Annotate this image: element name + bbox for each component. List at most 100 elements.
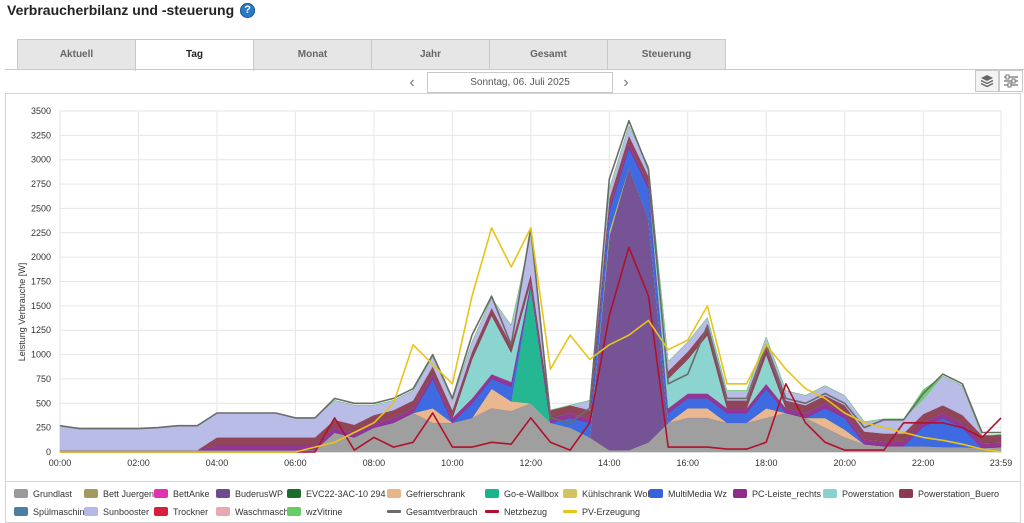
legend-item[interactable]: BuderusWP <box>216 488 283 500</box>
tab-aktuell[interactable]: Aktuell <box>17 39 136 69</box>
date-navigator: ‹ Sonntag, 06. Juli 2025 › <box>405 72 633 93</box>
tab-tag[interactable]: Tag <box>135 39 254 71</box>
legend-label: wzVitrine <box>306 507 343 517</box>
legend-label: MultiMedia Wz <box>668 489 728 499</box>
y-tick-label: 2250 <box>31 228 51 238</box>
legend-item[interactable]: MultiMedia Wz <box>649 488 727 500</box>
y-tick-label: 250 <box>36 423 51 433</box>
legend-swatch <box>154 489 168 498</box>
y-tick-label: 2000 <box>31 252 51 262</box>
x-tick-label: 08:00 <box>363 458 386 468</box>
legend-swatch <box>649 489 663 498</box>
legend-item[interactable]: Netzbezug <box>485 506 547 518</box>
chevron-right-icon[interactable]: › <box>623 73 629 91</box>
y-tick-label: 1500 <box>31 301 51 311</box>
area-series-16[interactable] <box>59 124 1002 436</box>
legend-swatch <box>154 507 168 516</box>
y-tick-label: 1250 <box>31 325 51 335</box>
chart-legend: Grundlast Bett Juergen BettAnke BuderusWP EV… <box>5 482 1021 523</box>
legend-swatch <box>14 507 28 516</box>
line-series-19[interactable] <box>60 227 1002 453</box>
page-title: Verbraucherbilanz und -steuerung <box>7 2 235 18</box>
legend-label: Waschmaschine <box>235 507 301 517</box>
legend-item[interactable]: Spülmaschine <box>14 506 90 518</box>
legend-label: Gefrierschrank <box>406 489 466 499</box>
legend-label: BettAnke <box>173 489 210 499</box>
x-tick-label: 20:00 <box>833 458 856 468</box>
x-tick-label: 06:00 <box>284 458 307 468</box>
sliders-icon <box>1004 74 1018 88</box>
x-tick-label: 12:00 <box>520 458 543 468</box>
legend-label: PV-Erzeugung <box>582 507 641 517</box>
legend-item[interactable]: Powerstation_Buero <box>899 488 999 500</box>
legend-swatch <box>287 507 301 516</box>
legend-swatch <box>563 489 577 498</box>
stacked-view-button[interactable] <box>975 70 999 92</box>
legend-item[interactable]: PV-Erzeugung <box>563 506 640 518</box>
legend-item[interactable]: Trockner <box>154 506 208 518</box>
legend-swatch <box>899 489 913 498</box>
y-axis: 0 250 500 750 1000 1250 1500 1750 2000 2250 2500 27… <box>31 106 51 457</box>
legend-label: Kühlschrank Wohnz <box>582 489 662 499</box>
settings-view-button[interactable] <box>999 70 1023 92</box>
legend-item[interactable]: Gefrierschrank <box>387 488 465 500</box>
y-tick-label: 1750 <box>31 277 51 287</box>
legend-item[interactable]: wzVitrine <box>287 506 342 518</box>
legend-label: Gesamtverbrauch <box>406 507 478 517</box>
y-tick-label: 1000 <box>31 350 51 360</box>
x-tick-label: 16:00 <box>677 458 700 468</box>
legend-label: Powerstation <box>842 489 895 499</box>
chevron-left-icon[interactable]: ‹ <box>409 73 415 91</box>
x-tick-label: 04:00 <box>206 458 229 468</box>
legend-item[interactable]: EVC22-3AC-10 294 <box>287 488 386 500</box>
tab-steuerung[interactable]: Steuerung <box>607 39 726 69</box>
legend-label: Powerstation_Buero <box>918 489 1000 499</box>
legend-label: Bett Juergen <box>103 489 155 499</box>
y-tick-label: 500 <box>36 398 51 408</box>
legend-item[interactable]: Waschmaschine <box>216 506 301 518</box>
series-lines <box>59 119 1002 453</box>
legend-item[interactable]: BettAnke <box>154 488 210 500</box>
tab-monat[interactable]: Monat <box>253 39 372 69</box>
legend-item[interactable]: Gesamtverbrauch <box>387 506 478 518</box>
help-icon[interactable]: ? <box>240 2 256 18</box>
legend-label: Sunbooster <box>103 507 150 517</box>
chart-frame: 0 250 500 750 1000 1250 1500 1750 2000 2250 2500 27… <box>5 93 1021 482</box>
legend-swatch <box>387 510 401 513</box>
legend-label: Trockner <box>173 507 209 517</box>
tab-gesamt[interactable]: Gesamt <box>489 39 608 69</box>
legend-item[interactable]: PC-Leiste_rechts <box>733 488 821 500</box>
page-header: Verbraucherbilanz und -steuerung ? <box>7 0 256 20</box>
legend-item[interactable]: Sunbooster <box>84 506 149 518</box>
legend-label: EVC22-3AC-10 294 <box>306 489 386 499</box>
tab-jahr[interactable]: Jahr <box>371 39 490 69</box>
legend-swatch <box>485 489 499 498</box>
legend-item[interactable]: Powerstation <box>823 488 894 500</box>
area-chart[interactable]: 0 250 500 750 1000 1250 1500 1750 2000 2250 2500 27… <box>6 94 1020 481</box>
legend-swatch <box>387 489 401 498</box>
legend-item[interactable]: Go-e-Wallbox <box>485 488 559 500</box>
legend-item[interactable]: Bett Juergen <box>84 488 154 500</box>
y-tick-label: 2750 <box>31 179 51 189</box>
stacked-areas <box>59 124 1002 453</box>
y-tick-label: 3250 <box>31 130 51 140</box>
y-tick-label: 2500 <box>31 203 51 213</box>
legend-label: Grundlast <box>33 489 73 499</box>
legend-swatch <box>287 489 301 498</box>
x-axis: 00:00 02:00 04:00 06:00 08:00 10:00 12:00 14:00… <box>49 458 1013 468</box>
legend-swatch <box>733 489 747 498</box>
x-tick-label: 18:00 <box>755 458 778 468</box>
x-tick-label: 00:00 <box>49 458 72 468</box>
date-field[interactable]: Sonntag, 06. Juli 2025 <box>427 72 613 93</box>
legend-item[interactable]: Grundlast <box>14 488 72 500</box>
x-tick-label: 10:00 <box>441 458 464 468</box>
legend-swatch <box>216 489 230 498</box>
x-tick-label: 23:59 <box>990 458 1013 468</box>
y-tick-label: 3500 <box>31 106 51 116</box>
legend-label: PC-Leiste_rechts <box>752 489 822 499</box>
legend-label: Netzbezug <box>504 507 548 517</box>
legend-item[interactable]: Kühlschrank Wohnz <box>563 488 662 500</box>
y-axis-label: Leistung Verbrauche [W] <box>17 263 27 362</box>
legend-swatch <box>84 489 98 498</box>
legend-swatch <box>485 510 499 513</box>
